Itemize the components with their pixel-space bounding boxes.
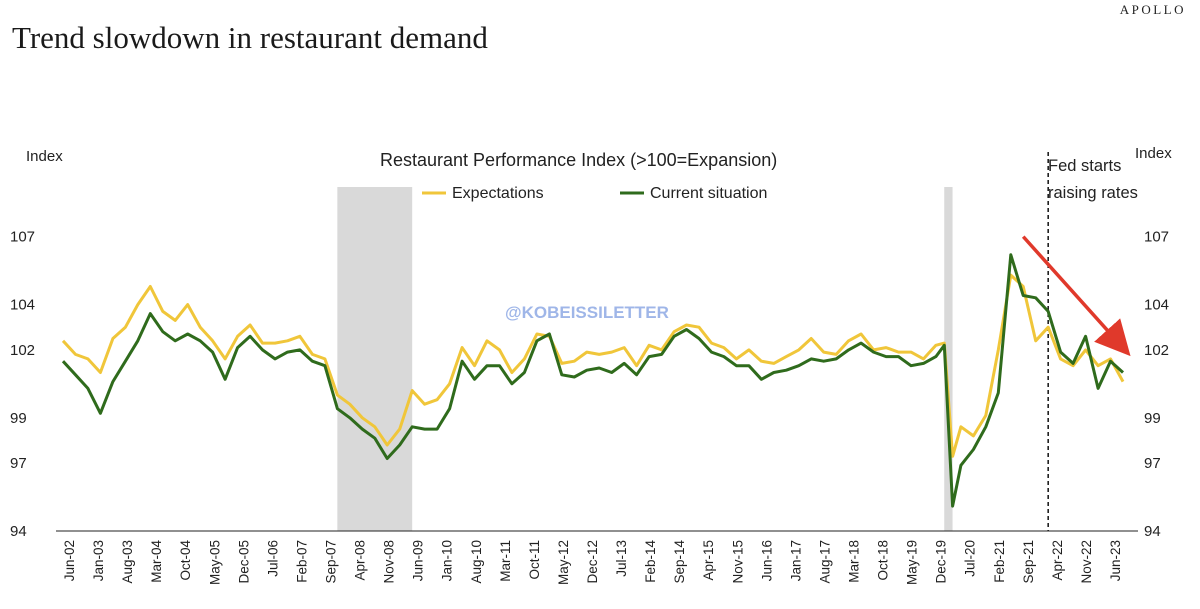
x-tick-label: Sep-07 <box>324 540 339 584</box>
x-tick-label: Aug-10 <box>469 540 484 584</box>
y-tick-right-102: 102 <box>1144 342 1169 359</box>
x-tick-label: Nov-22 <box>1079 540 1094 584</box>
y-tick-right-107: 107 <box>1144 229 1169 246</box>
x-tick-label: Dec-05 <box>236 540 251 584</box>
x-tick-label: Jun-16 <box>759 540 774 581</box>
legend-label-current: Current situation <box>650 185 767 202</box>
x-tick-label: Jun-09 <box>411 540 426 581</box>
trend-arrow <box>1021 235 1131 357</box>
x-tick-label: Feb-21 <box>992 540 1007 583</box>
y-tick-right-97: 97 <box>1144 455 1161 472</box>
x-tick-label: Sep-14 <box>672 540 687 584</box>
annotation-line-1: Fed starts <box>1048 157 1121 175</box>
x-tick-label: Dec-12 <box>585 540 600 584</box>
x-tick-label: Jun-02 <box>62 540 77 581</box>
y-ticks-right: 94 97 99 102 104 107 <box>1144 229 1169 540</box>
y-tick-right-99: 99 <box>1144 410 1161 427</box>
y-tick-right-94: 94 <box>1144 523 1161 540</box>
recession-shading <box>337 187 953 531</box>
annotation-line-2: raising rates <box>1048 184 1138 202</box>
y-tick-left-99: 99 <box>10 410 27 427</box>
y-axis-label-left: Index <box>26 148 63 165</box>
recession-band-1 <box>337 187 413 531</box>
x-tick-label: May-19 <box>905 540 920 585</box>
x-tick-label: Jan-10 <box>440 540 455 581</box>
watermark: @KOBEISSILETTER <box>505 303 669 322</box>
series-line-current-situation <box>61 253 1125 508</box>
x-tick-label: Apr-08 <box>353 540 368 581</box>
x-tick-label: May-12 <box>556 540 571 585</box>
x-tick-label: Aug-17 <box>817 540 832 584</box>
y-tick-left-104: 104 <box>10 297 35 314</box>
y-ticks-left: 94 97 99 102 104 107 <box>10 229 35 540</box>
x-tick-label: Sep-21 <box>1021 540 1036 584</box>
x-tick-label: Jul-20 <box>963 540 978 577</box>
series-line-expectations <box>61 273 1125 458</box>
x-ticks: Jun-02 Jan-03 Aug-03 Mar-04 Oct-04 May-05 Dec-… <box>62 540 1123 586</box>
x-tick-label: May-05 <box>207 540 222 585</box>
brand-logo: APOLLO <box>1119 2 1186 17</box>
y-tick-left-102: 102 <box>10 342 35 359</box>
x-tick-label: Jul-13 <box>614 540 629 577</box>
x-tick-label: Jun-23 <box>1108 540 1123 581</box>
recession-band-2 <box>944 187 953 531</box>
x-tick-label: Feb-07 <box>294 540 309 583</box>
x-tick-label: Apr-15 <box>701 540 716 581</box>
y-tick-left-97: 97 <box>10 455 27 472</box>
x-tick-label: Mar-04 <box>149 540 164 583</box>
y-tick-left-94: 94 <box>10 523 27 540</box>
y-tick-left-107: 107 <box>10 229 35 246</box>
x-tick-label: Oct-11 <box>527 540 542 580</box>
x-tick-label: Aug-03 <box>120 540 135 584</box>
x-tick-label: Oct-18 <box>876 540 891 581</box>
x-tick-label: Dec-19 <box>934 540 949 584</box>
page-title: Trend slowdown in restaurant demand <box>12 20 488 55</box>
chart-title: Restaurant Performance Index (>100=Expan… <box>380 150 777 170</box>
x-tick-label: Feb-14 <box>643 540 658 583</box>
x-tick-label: Jul-06 <box>265 540 280 577</box>
x-tick-label: Nov-08 <box>382 540 397 584</box>
x-tick-label: Jan-17 <box>788 540 803 581</box>
legend: Expectations Current situation <box>422 185 767 202</box>
x-tick-label: Nov-15 <box>730 540 745 584</box>
y-axis-label-right: Index <box>1135 145 1172 162</box>
x-tick-label: Mar-18 <box>847 540 862 583</box>
legend-label-expectations: Expectations <box>452 185 544 202</box>
x-tick-label: Apr-22 <box>1050 540 1065 581</box>
x-tick-label: Oct-04 <box>178 540 193 581</box>
x-tick-label: Jan-03 <box>91 540 106 581</box>
y-tick-right-104: 104 <box>1144 297 1169 314</box>
x-tick-label: Mar-11 <box>498 540 513 582</box>
